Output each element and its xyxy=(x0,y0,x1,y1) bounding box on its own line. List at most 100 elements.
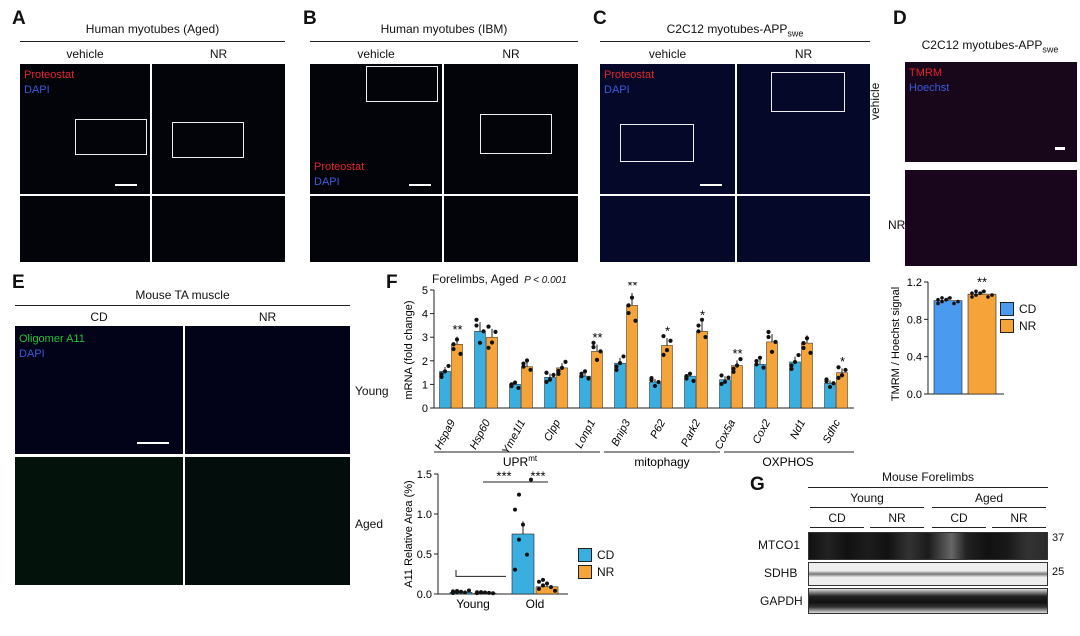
panel-e-image-aged-cd xyxy=(15,457,183,585)
panel-d-label: D xyxy=(893,8,907,29)
panel-e-label: E xyxy=(12,272,25,293)
data-point xyxy=(789,366,794,371)
significance-label: *** xyxy=(496,468,511,483)
data-point xyxy=(836,375,841,381)
data-point xyxy=(719,381,724,387)
category-label-clpp: Clpp xyxy=(542,418,563,444)
data-point xyxy=(486,324,491,329)
panel-e-rule xyxy=(15,305,350,306)
data-point xyxy=(439,372,444,377)
scale-bar xyxy=(115,184,137,186)
data-point xyxy=(731,369,736,374)
data-point xyxy=(668,338,673,343)
data-point xyxy=(687,371,693,376)
data-point xyxy=(684,374,689,379)
panel-b-title: Human myotubes (IBM) xyxy=(380,22,508,36)
data-point xyxy=(451,346,456,352)
mw-marker-25: 25 xyxy=(1052,566,1065,578)
panel-g-treat-nr-aged: NR xyxy=(1010,511,1028,525)
data-point xyxy=(754,358,759,364)
bar-nr-hsp60 xyxy=(486,336,498,409)
data-point xyxy=(524,358,530,363)
data-point xyxy=(696,329,701,334)
data-point xyxy=(517,492,521,497)
panel-f-label: F xyxy=(386,272,398,293)
data-point xyxy=(808,350,813,355)
data-point xyxy=(773,339,778,345)
category-label-old: Old xyxy=(526,597,545,611)
legend-swatch-cd xyxy=(1000,302,1014,316)
panel-c-image-nr xyxy=(737,64,870,194)
category-label-yme1l1: Yme1l1 xyxy=(500,418,528,457)
data-point xyxy=(513,507,517,512)
significance-label: ** xyxy=(977,275,987,290)
data-point xyxy=(831,381,836,386)
data-point xyxy=(649,376,654,381)
data-point xyxy=(633,318,638,323)
data-point xyxy=(517,537,521,542)
significance-label: ** xyxy=(627,282,637,293)
data-point xyxy=(936,301,940,306)
data-point xyxy=(591,345,596,350)
panel-c-col-nr: NR xyxy=(794,47,813,61)
data-point xyxy=(617,361,623,366)
data-point xyxy=(513,567,517,572)
data-point xyxy=(475,590,479,595)
panel-d-row-nr: NR xyxy=(888,218,906,232)
panel-c-zoom-vehicle xyxy=(600,196,735,262)
category-label-p62: P62 xyxy=(648,418,668,441)
panel-a-zoom-nr xyxy=(152,196,285,262)
panel-g-title: Mouse Forelimbs xyxy=(881,470,975,484)
group-label-upr-sup: mt xyxy=(528,454,538,463)
data-point xyxy=(789,363,794,368)
bar-nr-yme1l1 xyxy=(521,366,533,409)
dapi-label: DAPI xyxy=(19,348,45,360)
data-point xyxy=(459,589,463,594)
data-point xyxy=(944,297,948,302)
data-point xyxy=(801,341,806,346)
panel-a-zoom-vehicle xyxy=(20,196,150,262)
data-point xyxy=(990,293,994,297)
category-label-hspa9: Hspa9 xyxy=(433,418,459,452)
blot-mtco1 xyxy=(808,532,1048,560)
panel-d-title: C2C12 myotubes-APPswe xyxy=(905,38,1075,54)
data-point xyxy=(801,345,806,351)
panel-e-col-cd: CD xyxy=(90,310,108,324)
category-label-bnip3: Bnip3 xyxy=(609,417,633,448)
data-point xyxy=(512,380,518,385)
data-point xyxy=(952,301,956,306)
panel-c-title-text: C2C12 myotubes-APP xyxy=(666,22,788,36)
data-point xyxy=(843,367,848,373)
y-tick-label: 2 xyxy=(422,356,428,368)
significance-label: * xyxy=(700,307,705,322)
data-point xyxy=(824,377,829,382)
treat-rule xyxy=(870,527,924,528)
panel-g-rule-aged xyxy=(932,507,1046,508)
data-point xyxy=(559,365,565,370)
category-label-cox5a: Cox5a xyxy=(713,418,739,452)
data-point xyxy=(703,334,708,340)
data-point xyxy=(529,477,533,482)
proteostat-label: Proteostat xyxy=(604,69,655,81)
data-point xyxy=(769,349,775,354)
data-point xyxy=(978,291,982,295)
panel-b-col-vehicle: vehicle xyxy=(357,47,395,61)
panel-b-rule xyxy=(310,41,578,42)
y-tick-label: 5 xyxy=(422,285,428,297)
group-label-oxphos: OXPHOS xyxy=(762,455,813,469)
mw-marker-37: 37 xyxy=(1052,532,1065,544)
a11-chart: A11 Relative Area (%) 0.0 0.5 1.0 1.5 Young… xyxy=(403,468,568,611)
legend-item-nr: NR xyxy=(578,565,614,579)
data-point xyxy=(537,586,541,591)
data-point xyxy=(974,293,978,297)
bar-nr-sdhc xyxy=(836,372,848,409)
data-point xyxy=(594,357,600,362)
data-point xyxy=(521,361,526,366)
data-point xyxy=(474,317,479,322)
data-point xyxy=(537,579,541,584)
panel-c-label: C xyxy=(593,8,607,29)
category-label-sdhc: Sdhc xyxy=(821,417,844,445)
y-tick-label: 0.5 xyxy=(417,549,432,561)
panel-a-image-nr xyxy=(152,64,285,194)
y-tick-label: 1.0 xyxy=(417,509,432,521)
